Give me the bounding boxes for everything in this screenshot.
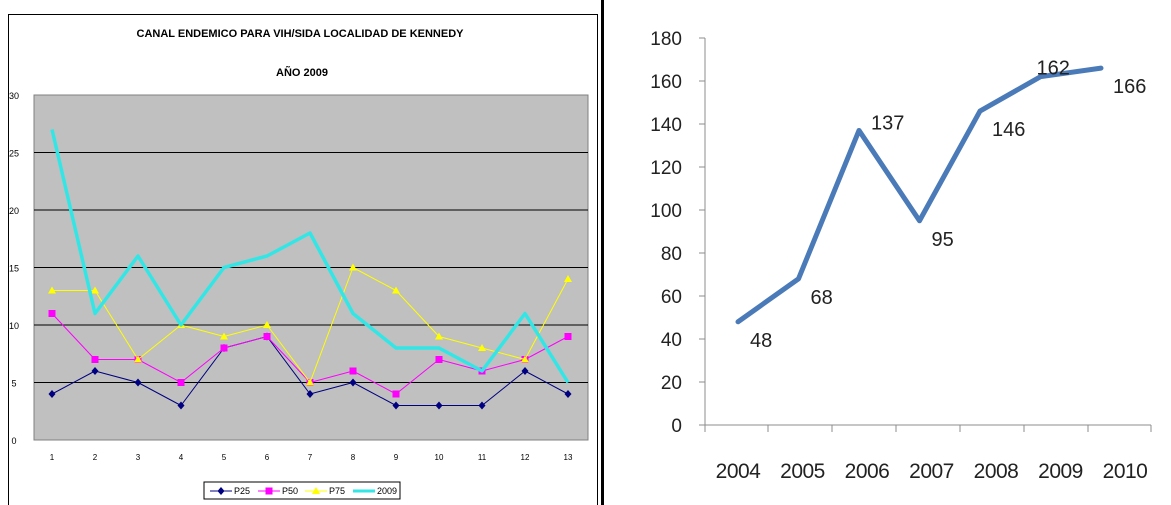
legend: P25 P50 P75 2009 [203, 481, 401, 500]
x-tick-label: 2004 [716, 460, 762, 483]
x-tick-label: 2005 [780, 460, 825, 483]
yearly-cases-chart: 0 20 40 60 80 100 120 140 160 180 2004 2005 2006 2007… [650, 29, 1152, 483]
data-point-p25 [564, 390, 572, 398]
data-point-p75 [134, 355, 142, 363]
x-tick-label: 6 [265, 453, 270, 462]
left-chart-frame [8, 14, 598, 505]
x-tick-label: 4 [179, 453, 184, 462]
y-tick-label: 80 [661, 244, 682, 265]
data-point-p75 [521, 355, 529, 363]
y-tick-label: 30 [9, 91, 19, 101]
x-tick-label: 2009 [1038, 460, 1083, 483]
x-tick-label: 10 [435, 453, 444, 462]
data-point-p50 [177, 379, 185, 386]
x-tick-label: 8 [351, 453, 356, 462]
data-point-p75 [392, 286, 400, 294]
data-point-p25 [349, 378, 357, 387]
legend-label-p25: P25 [234, 486, 250, 496]
data-label: 68 [811, 287, 833, 309]
top-edge-mark [560, 0, 600, 14]
data-label: 137 [871, 112, 904, 134]
data-point-p75 [349, 263, 357, 271]
legend-marker-p50 [265, 487, 273, 495]
legend-label-p75: P75 [329, 486, 345, 496]
y-tick-label: 15 [9, 264, 19, 274]
y-tick-label: 20 [9, 206, 19, 216]
data-label: 146 [992, 119, 1025, 141]
data-point-p25 [134, 378, 142, 387]
x-tick-label: 2 [93, 453, 98, 462]
data-point-p75 [220, 332, 228, 340]
data-label: 48 [750, 330, 772, 352]
data-point-p50 [263, 333, 271, 340]
y-tick-label: 0 [671, 416, 682, 437]
data-point-p75 [435, 332, 443, 340]
y-tick-label: 40 [661, 330, 682, 351]
series-line [735, 65, 1104, 325]
left-chart-panel: CANAL ENDEMICO PARA VIH/SIDA LOCALIDAD D… [8, 0, 600, 505]
legend-marker-p75 [312, 487, 320, 494]
x-tick-label: 9 [394, 453, 399, 462]
data-point-p50 [392, 390, 400, 398]
y-tick-label: 0 [11, 436, 16, 446]
data-point-p75 [564, 275, 572, 282]
legend-label-2009: 2009 [377, 486, 397, 496]
data-label: 166 [1113, 76, 1146, 98]
y-tick-label: 5 [11, 379, 16, 389]
y-tick-label: 100 [650, 201, 682, 222]
data-point-p50 [564, 333, 572, 340]
legend-marker-p25 [217, 487, 225, 495]
series-line-2009 [50, 129, 570, 384]
x-tick-label: 3 [136, 453, 141, 462]
y-tick-label: 180 [650, 29, 682, 50]
data-point-p25 [48, 390, 56, 398]
y-tick-label: 60 [661, 287, 682, 308]
x-tick-label: 12 [521, 453, 530, 462]
data-point-p50 [48, 310, 56, 317]
data-point-p50 [349, 367, 357, 375]
x-tick-label: 2008 [974, 460, 1019, 483]
legend-box [203, 481, 401, 500]
data-point-p50 [220, 344, 228, 352]
data-label: 95 [932, 229, 954, 251]
data-point-p25 [306, 390, 314, 398]
y-tick-label: 20 [661, 373, 682, 394]
x-tick-label: 11 [478, 453, 487, 462]
data-point-p75 [478, 344, 486, 351]
data-point-p25 [478, 401, 486, 410]
data-point-p75 [263, 321, 271, 328]
data-point-p25 [392, 401, 400, 410]
legend-label-p50: P50 [282, 486, 298, 496]
y-tick-label: 140 [650, 115, 682, 136]
data-point-p25 [177, 401, 185, 410]
panel-divider [601, 0, 604, 505]
data-point-p75 [48, 286, 56, 294]
x-tick-label: 13 [564, 453, 573, 462]
data-point-p75 [306, 378, 314, 386]
x-tick-label: 2007 [909, 460, 954, 483]
x-tick-label: 5 [222, 453, 227, 462]
y-tick-label: 120 [650, 158, 682, 179]
data-point-p50 [91, 356, 99, 363]
right-chart-panel: 0 20 40 60 80 100 120 140 160 180 2004 2005 2006 2007… [605, 0, 1171, 505]
x-tick-label: 2010 [1103, 460, 1148, 483]
chart-subtitle: AÑO 2009 [276, 66, 328, 79]
y-tick-label: 160 [650, 72, 682, 93]
chart-title: CANAL ENDEMICO PARA VIH/SIDA LOCALIDAD D… [137, 28, 465, 40]
data-point-p75 [91, 286, 99, 294]
data-point-p25 [521, 367, 529, 375]
x-tick-label: 1 [50, 453, 55, 462]
x-tick-label: 7 [308, 453, 313, 462]
data-point-p50 [435, 356, 443, 363]
data-label: 162 [1037, 58, 1070, 80]
y-tick-label: 25 [9, 149, 19, 159]
y-tick-label: 10 [9, 321, 19, 331]
data-point-p25 [91, 367, 99, 375]
endemic-channel-chart: CANAL ENDEMICO PARA VIH/SIDA LOCALIDAD D… [9, 28, 589, 500]
x-tick-label: 2006 [845, 460, 890, 483]
data-point-p25 [435, 401, 443, 410]
